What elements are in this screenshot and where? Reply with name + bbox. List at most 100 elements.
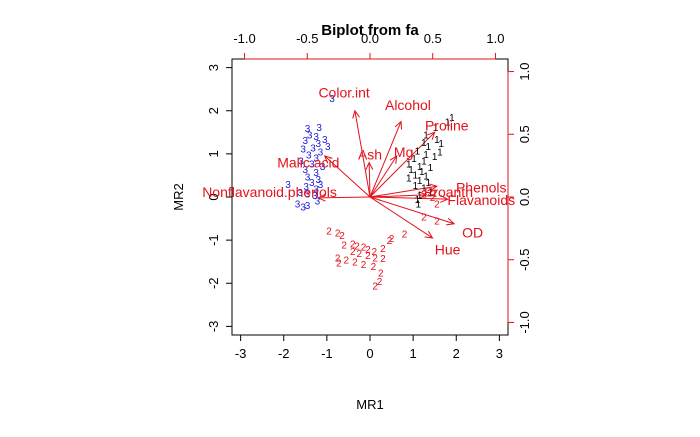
top-tick-label: -1.0 [233,31,255,46]
data-point-group-3: 3 [285,180,291,191]
loading-arrowhead [440,195,449,203]
data-point-group-2: 2 [380,244,386,255]
y-axis-label: MR2 [171,183,186,210]
data-point-group-2: 2 [421,212,427,223]
data-point-group-3: 3 [305,124,311,135]
x-tick-label: 2 [453,346,460,361]
data-point-group-3: 3 [313,132,319,143]
loading-label: Proanth [424,184,473,200]
data-point-group-1: 1 [416,199,422,210]
data-point-group-1: 1 [438,139,444,150]
data-point-group-2: 2 [350,240,356,251]
data-point-group-2: 2 [432,189,438,200]
loading-arrowhead [394,120,403,130]
data-point-group-1: 1 [425,178,431,189]
data-point-group-2: 2 [427,189,433,200]
data-point-group-3: 3 [307,130,313,141]
loading-arrowhead [365,161,374,170]
data-point-group-3: 3 [305,172,311,183]
data-point-group-2: 2 [361,260,367,271]
data-point-group-3: 3 [309,159,315,170]
data-point-group-2: 2 [352,258,358,269]
data-point-group-2: 2 [430,193,436,204]
data-point-group-3: 3 [313,153,319,164]
y-tick-label: -2 [206,277,221,289]
data-point-group-3: 3 [305,201,311,212]
data-point-group-3: 3 [310,143,316,154]
loading-arrowhead [418,191,428,200]
right-tick-label: -1.0 [517,311,532,333]
y-tick-label: -3 [206,321,221,333]
y-tick-label: 1 [206,150,221,157]
loading-label: Ash [358,147,382,163]
loading-label: Color.int [318,85,369,101]
data-point-group-1: 1 [406,159,412,170]
data-point-group-3: 3 [315,196,321,207]
loading-arrowhead [426,131,436,141]
data-point-group-2: 2 [356,249,362,260]
loading-arrowhead [389,155,398,165]
right-tick-label: -0.5 [517,249,532,271]
data-point-group-2: 2 [339,231,345,242]
x-tick-label: 1 [410,346,417,361]
right-tick-label: 1.0 [517,63,532,81]
data-point-group-3: 3 [309,178,315,189]
data-point-group-1: 1 [421,184,427,195]
data-point-group-1: 1 [433,123,439,134]
data-point-group-2: 2 [434,217,440,228]
data-point-group-1: 1 [423,150,429,161]
data-point-group-1: 1 [421,138,427,149]
data-point-group-3: 3 [313,184,319,195]
data-point-group-2: 2 [434,199,440,210]
y-tick-label: -1 [206,234,221,246]
data-point-group-2: 2 [378,268,384,279]
x-tick-label: -3 [235,346,247,361]
data-point-group-2: 2 [372,253,378,264]
data-point-group-2: 2 [365,251,371,262]
data-point-group-2: 2 [354,241,360,252]
data-point-group-3: 3 [300,202,306,213]
data-point-group-2: 2 [336,259,342,270]
data-point-group-2: 2 [387,236,393,247]
data-point-group-3: 3 [298,156,304,167]
data-point-group-2: 2 [350,247,356,258]
data-point-group-1: 1 [411,154,417,165]
data-point-group-2: 2 [402,230,408,241]
loading-arrow [369,131,436,198]
loading-label: Flavanoids [447,192,515,208]
loading-arrowhead [352,109,360,119]
data-point-group-1: 1 [417,191,423,202]
data-point-group-1: 1 [415,146,421,157]
data-point-group-2: 2 [372,247,378,258]
loading-arrow [369,155,398,198]
x-tick-label: 0 [366,346,373,361]
top-tick-label: 0.5 [424,31,442,46]
data-point-group-2: 2 [335,253,341,264]
loading-arrowhead [424,230,434,239]
loading-label: Nonflavanoid.phenols [202,184,337,200]
data-point-group-1: 1 [425,142,431,153]
data-point-group-3: 3 [318,148,324,159]
data-point-group-1: 1 [406,174,412,185]
data-point-group-2: 2 [344,256,350,267]
loading-label: Hue [435,242,461,258]
top-tick-label: 0.0 [361,31,379,46]
data-point-group-3: 3 [318,180,324,191]
data-point-group-3: 3 [329,94,335,105]
data-point-group-1: 1 [413,181,419,192]
loading-arrow [369,196,448,200]
loading-arrowhead [429,183,438,192]
data-point-group-1: 1 [437,148,443,159]
loading-arrow [369,196,455,225]
data-point-group-1: 1 [413,171,419,182]
data-point-group-3: 3 [312,191,318,202]
data-point-group-3: 3 [303,165,309,176]
loading-arrow [369,194,427,198]
data-point-group-3: 3 [315,139,321,150]
data-point-group-2: 2 [421,190,427,201]
x-axis-label: MR1 [356,397,383,412]
y-tick-label: 3 [206,64,221,71]
data-point-group-1: 1 [421,156,427,167]
